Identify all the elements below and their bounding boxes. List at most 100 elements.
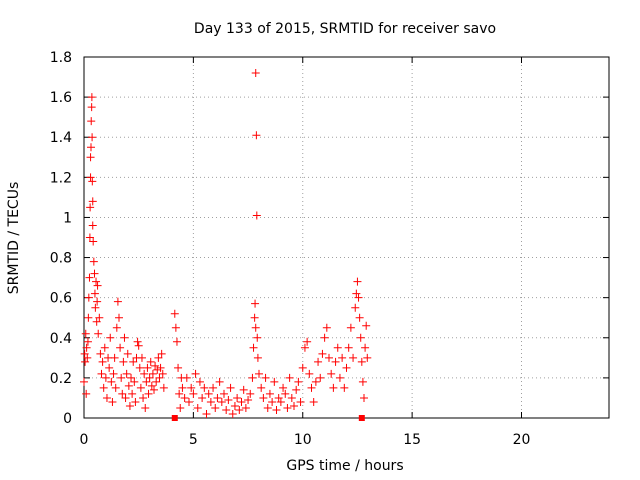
data-point [230, 401, 239, 410]
data-point [206, 397, 215, 406]
data-point [187, 383, 196, 392]
data-point [91, 303, 100, 312]
data-point [360, 393, 368, 402]
data-point [150, 385, 158, 394]
data-point [145, 373, 154, 382]
data-point [358, 377, 367, 386]
data-point [136, 383, 145, 392]
x-tick-label: 20 [513, 432, 531, 448]
data-point [80, 377, 88, 386]
data-point [87, 93, 96, 102]
data-point [85, 273, 94, 282]
data-point [87, 117, 96, 126]
baseline-marker [171, 415, 178, 421]
data-point [111, 383, 120, 392]
data-point [153, 365, 162, 374]
data-point [171, 323, 180, 332]
data-point [123, 349, 132, 358]
y-tick-label: 1 [63, 210, 72, 226]
data-point [261, 373, 270, 382]
data-point [257, 383, 266, 392]
y-tick-label: 0.8 [50, 251, 72, 267]
data-point [351, 303, 360, 312]
data-point [146, 357, 155, 366]
data-point [110, 353, 119, 362]
plot-frame [83, 56, 610, 419]
data-point [349, 353, 358, 362]
data-point [235, 405, 244, 414]
data-point [246, 389, 255, 398]
data-point [265, 389, 274, 398]
y-tick-label: 1.8 [50, 50, 72, 66]
data-point [155, 373, 164, 382]
data-point [119, 357, 128, 366]
data-point [338, 353, 347, 362]
data-point [102, 393, 111, 402]
data-point [198, 393, 207, 402]
data-point [90, 269, 99, 278]
data-point [89, 257, 98, 266]
data-point [191, 369, 200, 378]
data-point [174, 363, 183, 372]
data-point [113, 297, 122, 306]
x-tick-label: 15 [403, 432, 421, 448]
data-point [159, 383, 168, 392]
data-point [127, 373, 136, 382]
data-point [346, 323, 355, 332]
tick-labels: 0 5 10 15 20 0 0.2 0.4 0.6 0.8 1 1.2 1.4 1.6 1.8 [50, 50, 531, 448]
data-point [287, 393, 296, 402]
data-point [259, 393, 268, 402]
data-point [180, 393, 189, 402]
data-point [93, 281, 102, 290]
data-point [272, 405, 281, 414]
y-tick-label: 1.4 [50, 130, 72, 146]
x-tick-label: 10 [294, 432, 312, 448]
data-point [118, 389, 127, 398]
data-point [106, 333, 115, 342]
data-point [81, 357, 90, 366]
data-points [80, 69, 372, 421]
data-point [239, 385, 248, 394]
data-point [90, 289, 99, 298]
data-point [309, 397, 318, 406]
data-point [148, 369, 157, 378]
data-point [182, 373, 191, 382]
data-point [121, 393, 130, 402]
data-point [333, 343, 342, 352]
y-tick-label: 0.4 [50, 331, 72, 347]
data-point [85, 233, 94, 242]
data-point [335, 373, 344, 382]
data-point [217, 397, 226, 406]
data-point [101, 373, 110, 382]
data-point [178, 383, 187, 392]
data-point [202, 409, 211, 418]
data-point [200, 383, 209, 392]
x-tick-label: 0 [80, 432, 89, 448]
data-point [356, 333, 365, 342]
data-point [307, 383, 316, 392]
data-point [241, 403, 250, 412]
data-point [131, 397, 140, 406]
data-point [89, 237, 98, 246]
data-point [98, 357, 107, 366]
data-point [105, 363, 114, 372]
chart-title: Day 133 of 2015, SRMTID for receiver sav… [194, 21, 496, 37]
data-point [141, 403, 150, 412]
data-point [305, 369, 314, 378]
data-point [185, 397, 193, 406]
data-point [172, 337, 181, 346]
data-point [97, 369, 106, 378]
data-point [220, 389, 228, 398]
y-axis-label: SRMTID / TECUs [6, 182, 22, 295]
data-point [354, 293, 363, 302]
data-point [244, 395, 253, 404]
data-point [83, 353, 92, 362]
data-point [263, 403, 272, 412]
data-point [361, 343, 370, 352]
data-point [274, 393, 283, 402]
data-point [96, 349, 105, 358]
data-point [355, 313, 364, 322]
data-point [268, 397, 277, 406]
y-tick-label: 0.2 [50, 371, 72, 387]
data-point [353, 277, 362, 286]
